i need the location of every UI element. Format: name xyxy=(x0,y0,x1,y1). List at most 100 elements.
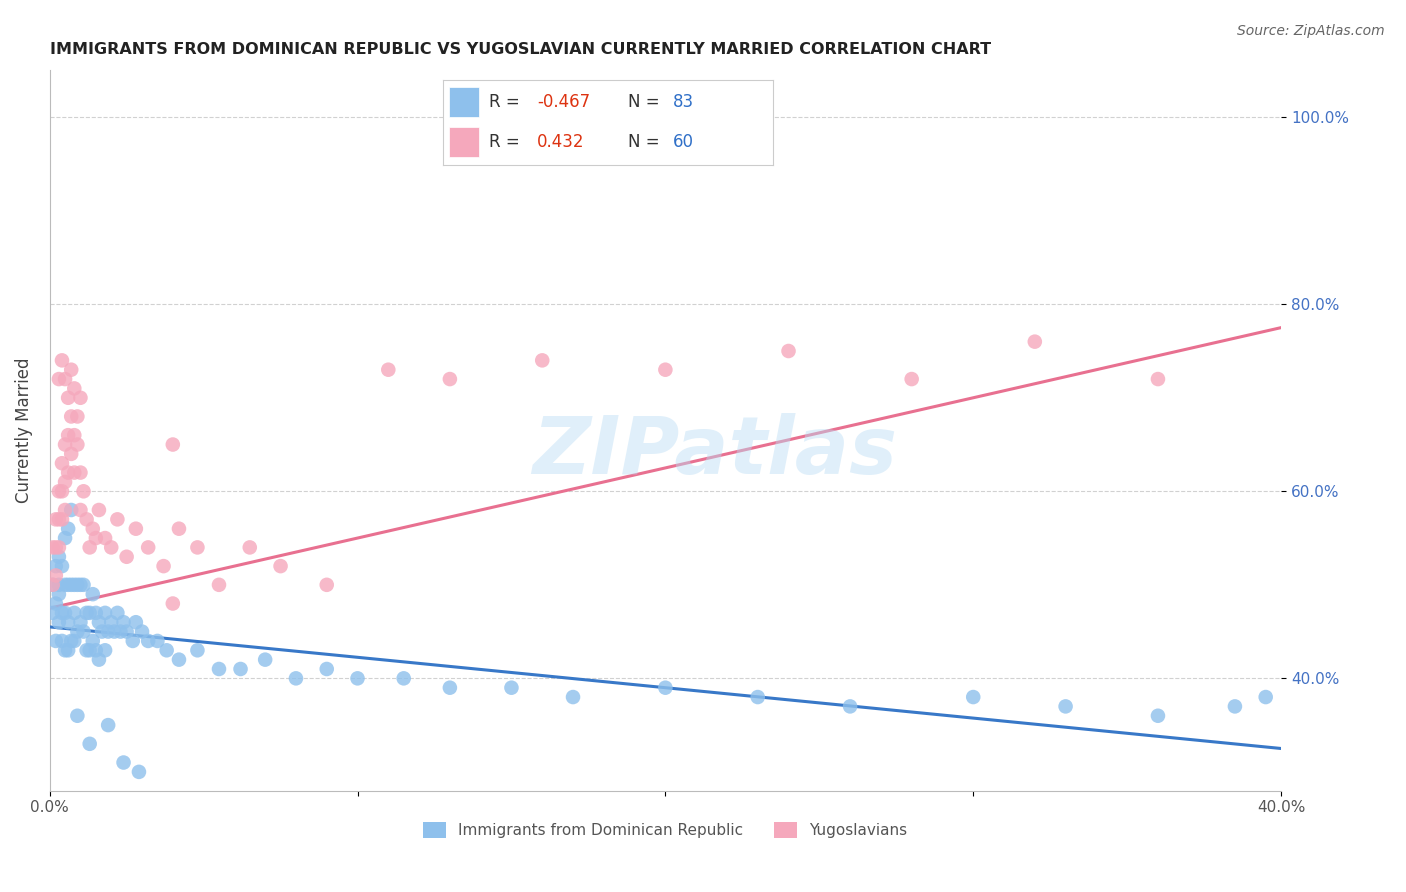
Point xyxy=(162,437,184,451)
Point xyxy=(87,615,110,630)
Point xyxy=(56,615,79,630)
Point xyxy=(778,344,800,359)
Point xyxy=(82,522,104,536)
Point xyxy=(56,578,79,592)
Point xyxy=(42,578,65,592)
Point xyxy=(654,681,676,695)
Point xyxy=(91,624,114,639)
Point xyxy=(128,764,150,779)
Point xyxy=(186,643,208,657)
Point xyxy=(839,699,862,714)
Point xyxy=(53,606,76,620)
Point xyxy=(72,578,94,592)
Point xyxy=(63,634,86,648)
Point xyxy=(136,634,159,648)
Point xyxy=(112,615,135,630)
Point xyxy=(1054,699,1077,714)
Point xyxy=(56,391,79,405)
Point xyxy=(51,634,73,648)
Point xyxy=(66,708,89,723)
Text: -0.467: -0.467 xyxy=(537,93,591,111)
Point xyxy=(146,634,169,648)
Point xyxy=(439,372,461,386)
Point xyxy=(60,634,83,648)
Point xyxy=(53,643,76,657)
Point xyxy=(60,362,83,376)
Point xyxy=(654,362,676,376)
Point xyxy=(48,541,70,555)
Point xyxy=(105,606,128,620)
Point xyxy=(562,690,585,704)
Point xyxy=(53,578,76,592)
Point xyxy=(48,615,70,630)
Point xyxy=(239,541,262,555)
Point xyxy=(45,559,67,574)
Text: 0.432: 0.432 xyxy=(537,133,585,151)
Point xyxy=(51,512,73,526)
Point xyxy=(1254,690,1277,704)
Point xyxy=(42,541,65,555)
Point xyxy=(270,559,292,574)
Point xyxy=(82,587,104,601)
FancyBboxPatch shape xyxy=(450,87,479,117)
Point xyxy=(115,624,138,639)
Point xyxy=(125,615,148,630)
Point xyxy=(48,587,70,601)
Point xyxy=(392,671,415,685)
Point xyxy=(56,522,79,536)
FancyBboxPatch shape xyxy=(450,127,479,157)
Point xyxy=(84,531,107,545)
Text: 60: 60 xyxy=(672,133,693,151)
Point xyxy=(121,634,143,648)
Text: N =: N = xyxy=(628,93,665,111)
Point xyxy=(84,643,107,657)
Point xyxy=(48,484,70,499)
Point xyxy=(56,428,79,442)
Point xyxy=(76,643,98,657)
Point xyxy=(962,690,984,704)
Point xyxy=(51,606,73,620)
Point xyxy=(439,681,461,695)
Point xyxy=(45,541,67,555)
Point xyxy=(315,662,337,676)
Point xyxy=(162,597,184,611)
Text: Source: ZipAtlas.com: Source: ZipAtlas.com xyxy=(1237,24,1385,38)
Point xyxy=(152,559,174,574)
Point xyxy=(76,512,98,526)
Point xyxy=(56,643,79,657)
Point xyxy=(103,624,125,639)
Point xyxy=(45,512,67,526)
Point xyxy=(76,606,98,620)
Text: ZIPatlas: ZIPatlas xyxy=(531,413,897,491)
Point xyxy=(53,437,76,451)
Point xyxy=(69,391,91,405)
Point xyxy=(167,653,190,667)
Point xyxy=(156,643,179,657)
Point xyxy=(136,541,159,555)
Point xyxy=(66,624,89,639)
Y-axis label: Currently Married: Currently Married xyxy=(15,358,32,503)
Point xyxy=(42,606,65,620)
Point xyxy=(53,372,76,386)
Point xyxy=(51,559,73,574)
Point xyxy=(97,624,120,639)
Point xyxy=(315,578,337,592)
Point xyxy=(1223,699,1246,714)
Point xyxy=(186,541,208,555)
Point xyxy=(51,484,73,499)
Point xyxy=(131,624,153,639)
Text: R =: R = xyxy=(489,93,526,111)
Point xyxy=(51,353,73,368)
Point xyxy=(72,624,94,639)
Point xyxy=(284,671,307,685)
Text: 83: 83 xyxy=(672,93,693,111)
Point xyxy=(69,578,91,592)
Point xyxy=(48,549,70,564)
Point xyxy=(53,531,76,545)
Point xyxy=(105,512,128,526)
Point xyxy=(97,718,120,732)
Point xyxy=(48,512,70,526)
Point xyxy=(69,615,91,630)
Point xyxy=(66,578,89,592)
Text: N =: N = xyxy=(628,133,665,151)
